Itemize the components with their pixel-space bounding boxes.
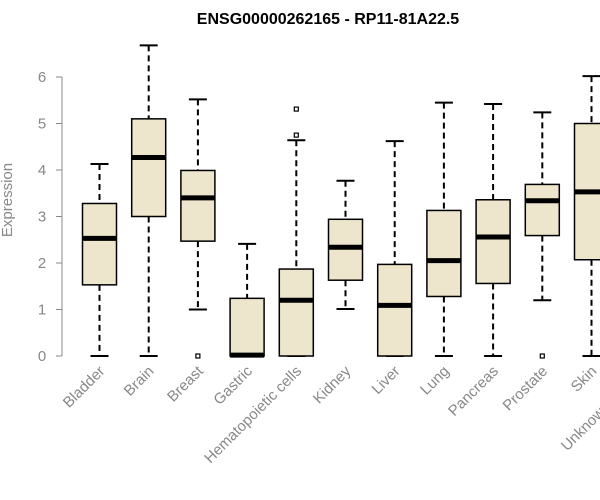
box-bladder <box>81 162 118 357</box>
x-tick-label: Hematopoietic cells <box>201 363 305 467</box>
box-iqr <box>130 118 167 218</box>
x-tick-label: Gastric <box>210 362 256 408</box>
outlier-point <box>293 132 299 138</box>
y-tick-label: 5 <box>38 116 46 133</box>
y-tick-label: 2 <box>38 255 46 272</box>
x-tick-label: Prostate <box>500 363 552 415</box>
box-pancreas <box>475 102 511 357</box>
box-skin <box>573 75 600 357</box>
box-iqr <box>180 169 216 242</box>
box-kidney <box>327 179 364 311</box>
x-tick-label: Breast <box>164 362 207 405</box>
y-tick-label: 1 <box>38 302 46 319</box>
x-tick-label: Pancreas <box>445 363 502 420</box>
x-tick-label: Skin <box>568 363 600 396</box>
box-iqr <box>426 209 462 298</box>
box-gastric <box>229 242 265 358</box>
outlier-point <box>293 106 299 112</box>
chart-title: ENSG00000262165 - RP11-81A22.5 <box>197 11 460 28</box>
y-tick-label: 3 <box>38 209 46 226</box>
box-iqr <box>81 202 118 286</box>
box-iqr <box>376 263 413 357</box>
y-tick-label: 6 <box>38 69 46 86</box>
x-tick-label: Lung <box>417 363 453 399</box>
box-prostate <box>524 111 561 359</box>
box-iqr <box>229 297 265 357</box>
box-lung <box>426 101 462 357</box>
boxes-layer <box>81 44 600 359</box>
y-tick-label: 4 <box>38 162 46 179</box>
box-iqr <box>327 218 364 281</box>
y-tick-label: 0 <box>38 348 46 365</box>
box-iqr <box>524 183 561 237</box>
x-tick-label: Kidney <box>310 362 355 407</box>
x-tick-label: Brain <box>121 363 158 400</box>
box-liver <box>376 140 413 357</box>
x-tick-label: Liver <box>369 363 404 398</box>
box-brain <box>130 44 167 357</box>
y-axis-label: Expression <box>0 163 16 237</box>
box-iqr <box>475 199 511 285</box>
outlier-point <box>195 353 201 359</box>
box-breast <box>180 98 216 359</box>
box-iqr <box>278 268 315 357</box>
y-axis: 0 1 2 3 4 5 6 <box>38 69 63 365</box>
outlier-point <box>539 353 545 359</box>
x-tick-label: Bladder <box>60 363 109 412</box>
box-hematopoietic-cells <box>278 106 315 357</box>
